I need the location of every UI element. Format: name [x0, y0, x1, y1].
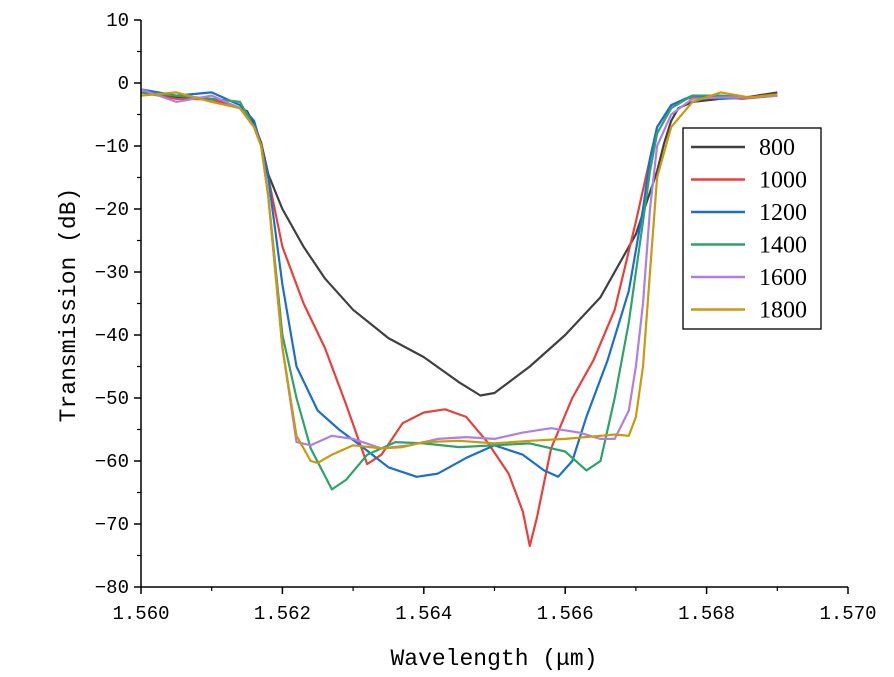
x-axis-title: Wavelength (μm) [390, 646, 597, 672]
y-tick-label: 0 [118, 73, 129, 95]
legend-label: 1800 [759, 298, 807, 324]
legend-label: 1200 [759, 200, 807, 226]
x-tick-label: 1.560 [112, 603, 169, 625]
legend: 800 1000 1200 1400 1600 1800 [682, 127, 822, 330]
y-tick-label: −10 [95, 136, 129, 158]
y-tick-label: −40 [95, 325, 129, 347]
series-layer [140, 88, 778, 548]
y-tick-label: −50 [95, 388, 129, 410]
legend-label: 800 [759, 135, 795, 161]
y-tick-label: −30 [95, 262, 129, 284]
x-tick-label: 1.566 [537, 603, 594, 625]
y-tick-label: −20 [95, 199, 129, 221]
legend-label: 1600 [759, 265, 807, 291]
x-tick-label: 1.562 [254, 603, 311, 625]
series-line-1400 [140, 91, 778, 491]
y-tick-label: −70 [95, 514, 129, 536]
series-line-1200 [140, 88, 778, 478]
y-tick-label: −60 [95, 451, 129, 473]
series-line-800 [140, 91, 778, 397]
y-tick-label: 10 [106, 10, 129, 32]
y-axis-title: Transmission (dB) [56, 188, 82, 423]
x-tick-label: 1.564 [395, 603, 452, 625]
series-line-1600 [140, 88, 778, 450]
series-line-1800 [140, 91, 778, 464]
legend-label: 1000 [759, 168, 807, 194]
y-tick-label: −80 [95, 577, 129, 599]
legend-box [682, 127, 822, 330]
x-tick-label: 1.570 [819, 603, 876, 625]
series-line-1000 [140, 91, 778, 548]
x-ticks: 1.560 1.562 1.564 1.566 1.568 1.570 [112, 587, 877, 625]
y-ticks: 10 0 −10 −20 −30 −40 −50 −60 −70 −80 [95, 10, 141, 599]
x-tick-label: 1.568 [678, 603, 735, 625]
legend-label: 1400 [759, 233, 807, 259]
